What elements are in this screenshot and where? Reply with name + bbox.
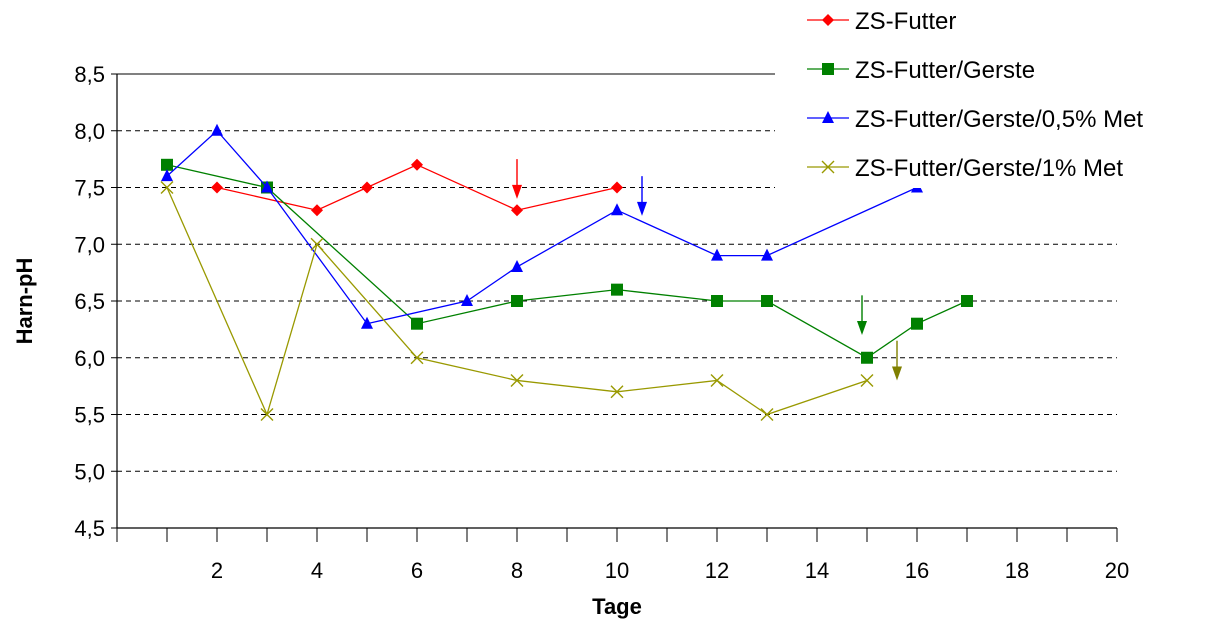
data-point [611, 181, 623, 194]
y-tick-label: 4,5 [74, 516, 105, 541]
data-point [511, 295, 523, 307]
x-tick-label: 10 [605, 558, 629, 583]
x-tick-label: 2 [211, 558, 223, 583]
data-point [361, 316, 373, 329]
x-tick-label: 14 [805, 558, 829, 583]
y-tick-label: 7,0 [74, 232, 105, 257]
x-tick-label: 18 [1005, 558, 1029, 583]
legend-entry: ZS-Futter/Gerste/1% Met [807, 155, 1123, 182]
legend-label: ZS-Futter/Gerste [855, 57, 1035, 84]
data-point [611, 203, 623, 216]
annotation-arrows [512, 159, 902, 381]
annotation-arrow [892, 340, 902, 381]
series-line [216, 164, 618, 211]
data-point [822, 63, 834, 75]
data-point [410, 351, 424, 365]
y-axis-title: Harn-pH [12, 258, 37, 345]
x-tick-label: 8 [511, 558, 523, 583]
data-point [761, 248, 773, 261]
data-point [911, 317, 923, 330]
legend-entry: ZS-Futter/Gerste/0,5% Met [807, 106, 1143, 133]
data-point [261, 180, 273, 193]
data-point [160, 181, 174, 194]
series-line [166, 164, 968, 359]
y-tick-label: 5,0 [74, 459, 105, 484]
data-point [611, 283, 623, 296]
arrow-head [512, 184, 522, 199]
legend-label: ZS-Futter/Gerste/0,5% Met [855, 106, 1143, 133]
data-point [161, 158, 173, 171]
series-zs-futter [211, 158, 623, 217]
annotation-arrow [512, 159, 522, 199]
y-tick-label: 7,5 [74, 176, 105, 201]
data-point [411, 317, 423, 330]
x-axis-ticks: 2 4 6 8 10 12 14 16 18 20 [116, 528, 1129, 583]
data-point [711, 248, 723, 261]
y-tick-label: 8,5 [74, 62, 105, 87]
data-point [760, 408, 774, 421]
data-point [411, 158, 423, 171]
series-line [166, 129, 918, 325]
legend-label: ZS-Futter/Gerste/1% Met [855, 155, 1123, 182]
series-zs-futter-gerste [161, 158, 973, 364]
arrow-head [857, 321, 867, 336]
arrow-head [892, 366, 902, 381]
data-point [211, 123, 223, 136]
legend-label: ZS-Futter [855, 8, 956, 35]
data-point [860, 373, 874, 387]
data-point [260, 408, 274, 421]
data-point [821, 160, 835, 174]
series-zs-futter-gerste-1-met [160, 181, 874, 421]
data-point [511, 204, 523, 217]
legend-entry: ZS-Futter [807, 8, 956, 35]
x-tick-label: 16 [905, 558, 929, 583]
series-zs-futter-gerste-0-5-met [161, 123, 923, 329]
data-point [961, 295, 973, 307]
annotation-arrow [637, 176, 647, 216]
data-point [361, 181, 373, 194]
data-series [160, 123, 973, 421]
data-point [311, 204, 323, 217]
data-point [710, 373, 724, 387]
y-tick-label: 6,0 [74, 346, 105, 371]
y-tick-label: 5,5 [74, 403, 105, 428]
data-point [610, 385, 624, 399]
data-point [511, 259, 523, 272]
y-axis-ticks: 4,5 5,0 5,5 6,0 6,5 7,0 7,5 8,0 8,5 [74, 62, 117, 541]
x-tick-label: 12 [705, 558, 729, 583]
data-point [161, 169, 173, 182]
data-point [461, 294, 473, 306]
x-tick-label: 20 [1105, 558, 1129, 583]
data-point [761, 295, 773, 307]
data-point [310, 237, 324, 251]
legend-entry: ZS-Futter/Gerste [807, 57, 1035, 84]
data-point [510, 373, 524, 387]
data-point [822, 14, 834, 26]
x-axis-title: Tage [592, 594, 642, 619]
arrow-head [637, 201, 647, 216]
x-tick-label: 6 [411, 558, 423, 583]
annotation-arrow [857, 295, 867, 336]
legend: ZS-Futter ZS-Futter/Gerste ZS-Futter/Gerst… [775, 0, 1213, 188]
data-point [822, 111, 834, 123]
x-tick-label: 4 [311, 558, 323, 583]
data-point [211, 181, 223, 194]
data-point [711, 295, 723, 307]
legend-background [775, 0, 1213, 188]
data-point [861, 351, 873, 364]
y-tick-label: 8,0 [74, 119, 105, 144]
y-tick-label: 6,5 [74, 289, 105, 314]
